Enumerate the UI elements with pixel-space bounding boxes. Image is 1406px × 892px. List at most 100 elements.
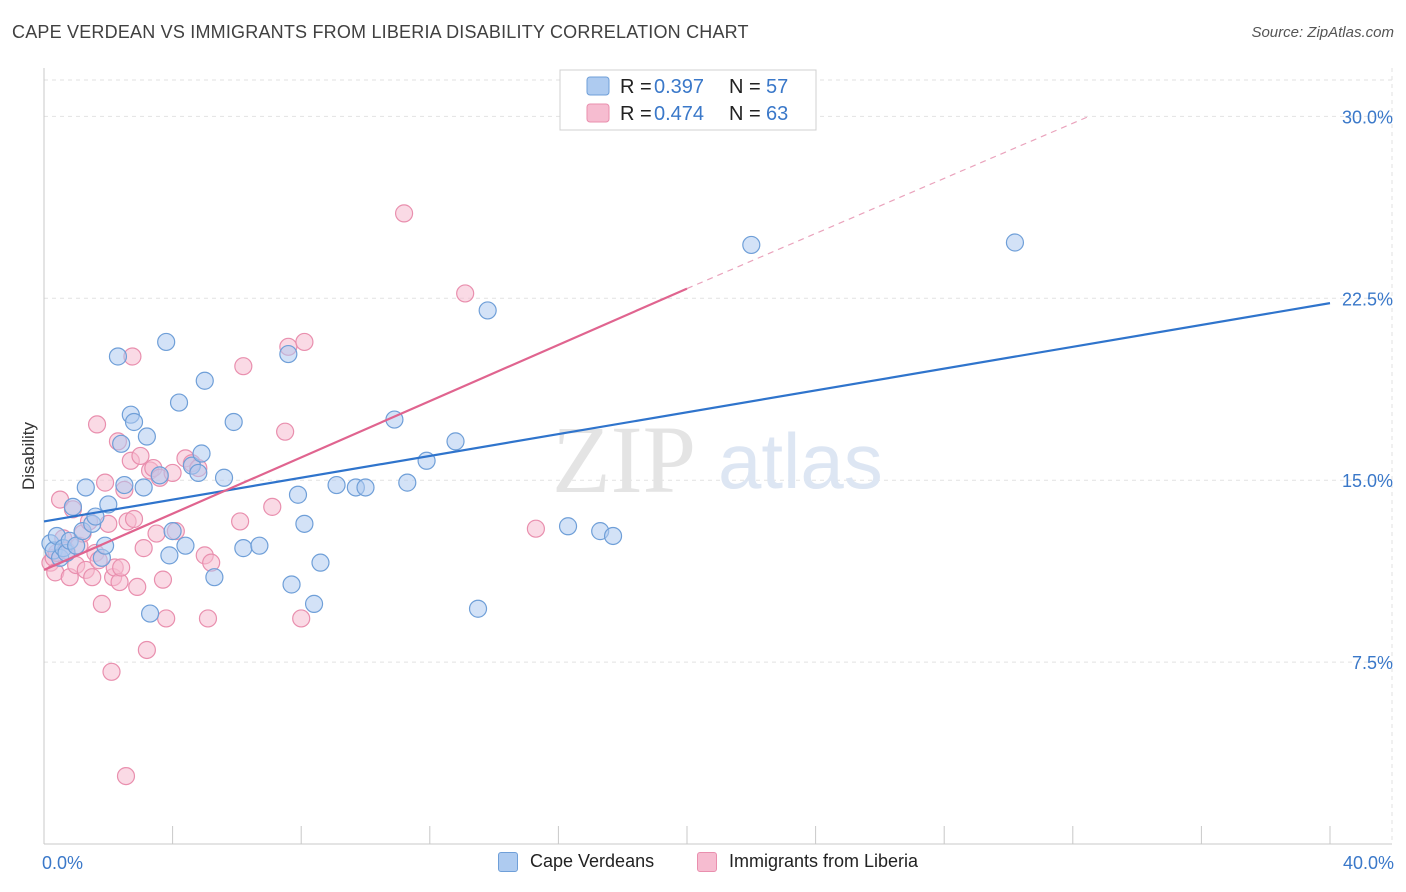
liberia-point-28	[116, 766, 136, 786]
capeverdean-point-43	[304, 594, 324, 613]
capeverdean-point-7	[63, 497, 83, 516]
capeverdean-point-35	[214, 468, 234, 487]
capeverdean-point-17	[112, 434, 131, 453]
capeverdean-point-54	[558, 517, 578, 536]
liberia-point-51	[234, 357, 253, 376]
capeverdean-point-53	[478, 301, 497, 320]
capeverdean-point-22	[137, 427, 156, 446]
liberia-point-34	[131, 446, 150, 466]
bottom-legend-swatch-blue	[498, 851, 518, 872]
bottom-legend-item-liberia: Immigrants from Liberia	[697, 851, 918, 872]
capeverdean-point-10	[76, 478, 95, 497]
legend-n-label-1: N =	[729, 76, 761, 98]
capeverdean-point-38	[250, 536, 269, 555]
capeverdean-point-51	[446, 432, 465, 451]
liberia-trend-extension	[686, 115, 1090, 290]
tick-labels: 7.5% 15.0% 22.5% 30.0% 0.0% 40.0%	[42, 107, 1394, 873]
watermark: ZIP atlas	[552, 406, 883, 513]
liberia-point-26	[112, 558, 131, 577]
capeverdean-point-29	[176, 536, 195, 555]
bottom-legend-swatch-pink	[697, 851, 717, 872]
capeverdean-point-20	[124, 412, 144, 432]
liberia-point-53	[263, 497, 282, 516]
liberia-point-35	[134, 539, 153, 558]
liberia-point-54	[276, 422, 295, 441]
liberia-point-41	[153, 570, 173, 589]
y-tick-label-2: 22.5%	[1342, 289, 1393, 309]
liberia-point-42	[157, 609, 176, 628]
liberia-point-39	[147, 524, 166, 543]
legend-r-label-2: R =	[620, 103, 652, 125]
liberia-point-59	[456, 284, 475, 303]
source-label: Source: ZipAtlas.com	[1251, 24, 1394, 41]
capeverdean-point-25	[157, 332, 176, 352]
chart-title: CAPE VERDEAN VS IMMIGRANTS FROM LIBERIA …	[12, 22, 749, 42]
bottom-legend-item-capeverdeans: Cape Verdeans	[498, 851, 654, 872]
capeverdean-point-21	[134, 478, 153, 497]
gridlines	[44, 68, 1393, 844]
capeverdean-point-57	[742, 235, 761, 255]
bottom-legend-label-liberia: Immigrants from Liberia	[729, 851, 919, 871]
legend: R = 0.397 N = 57 R = 0.474 N = 63	[559, 69, 817, 131]
capeverdean-point-39	[279, 344, 298, 364]
legend-n-value-1: 57	[766, 76, 788, 98]
legend-swatch-pink	[586, 103, 610, 123]
liberia-point-19	[95, 473, 115, 492]
y-tick-label-0: 7.5%	[1352, 653, 1393, 673]
capeverdean-point-52	[468, 599, 488, 618]
legend-n-value-2: 63	[766, 103, 788, 125]
capeverdean-point-23	[140, 604, 160, 623]
capeverdean-point-49	[398, 473, 417, 492]
liberia-trend-line	[43, 287, 688, 571]
legend-r-value-1: 0.397	[654, 76, 704, 98]
capeverdean-point-40	[282, 575, 301, 594]
capeverdean-point-16	[108, 347, 128, 366]
legend-swatch-blue	[586, 76, 610, 96]
y-axis-label: Disability	[19, 421, 38, 490]
capeverdean-point-45	[327, 475, 346, 495]
series-capeverdean-points	[41, 233, 1025, 623]
capeverdean-point-31	[189, 463, 208, 483]
capeverdean-point-24	[150, 466, 169, 485]
liberia-point-52	[231, 512, 250, 531]
y-tick-label-1: 15.0%	[1342, 471, 1393, 491]
liberia-point-33	[128, 577, 147, 597]
capeverdean-point-33	[195, 371, 214, 390]
capeverdean-point-26	[160, 546, 179, 565]
liberia-point-58	[394, 204, 414, 223]
legend-r-value-2: 0.474	[654, 103, 704, 125]
trend-lines	[43, 115, 1331, 571]
capeverdean-point-41	[288, 485, 308, 504]
liberia-point-49	[198, 609, 218, 628]
liberia-point-16	[87, 415, 107, 434]
x-tick-label-0: 0.0%	[42, 853, 83, 873]
capeverdean-point-32	[192, 444, 211, 463]
capeverdean-point-37	[234, 539, 253, 558]
liberia-point-57	[295, 332, 314, 352]
watermark-atlas: atlas	[718, 417, 883, 505]
bottom-legend: Cape Verdeans Immigrants from Liberia	[0, 851, 1406, 879]
capeverdean-point-44	[311, 553, 330, 572]
capeverdean-point-28	[169, 393, 189, 412]
legend-n-label-2: N =	[729, 103, 761, 125]
liberia-point-32	[124, 509, 144, 529]
capeverdean-point-42	[295, 514, 314, 533]
liberia-point-18	[92, 594, 111, 613]
axes	[43, 68, 1392, 845]
y-tick-label-3: 30.0%	[1342, 107, 1393, 127]
capeverdean-point-56	[603, 526, 623, 546]
liberia-point-21	[102, 662, 121, 681]
capeverdean-point-34	[205, 568, 224, 587]
bottom-legend-label-capeverdeans: Cape Verdeans	[530, 851, 655, 871]
liberia-point-56	[292, 609, 311, 628]
legend-r-label-1: R =	[620, 76, 652, 98]
liberia-point-14	[83, 568, 102, 587]
capeverdean-point-27	[163, 522, 182, 541]
liberia-point-60	[526, 519, 545, 538]
x-tick-label-1: 40.0%	[1343, 853, 1394, 873]
capeverdean-point-18	[115, 475, 134, 495]
liberia-point-36	[137, 640, 156, 660]
capeverdean-point-47	[356, 478, 375, 497]
capeverdean-trend-line	[43, 302, 1331, 523]
